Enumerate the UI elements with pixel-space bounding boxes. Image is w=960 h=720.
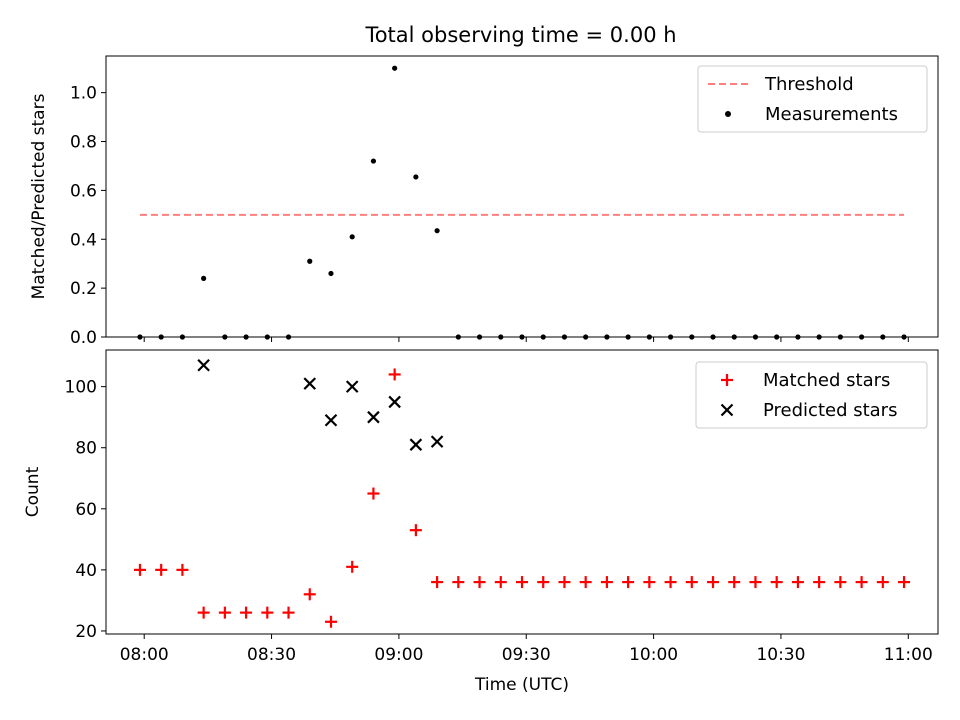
matched-star-point xyxy=(749,576,762,589)
predicted-star-point xyxy=(409,438,423,451)
measurement-point xyxy=(201,275,207,281)
legend-matched-swatch xyxy=(721,374,733,386)
matched-star-point xyxy=(728,576,741,589)
measurement-point xyxy=(370,158,377,164)
predicted-star-point xyxy=(430,435,444,448)
measurement-point xyxy=(413,174,419,180)
predicted-star-point xyxy=(197,358,210,372)
bottom-axes-frame xyxy=(105,349,939,635)
matched-star-point xyxy=(579,576,592,589)
top-y-tick-label: 0.6 xyxy=(70,181,97,201)
legend-predicted-marker xyxy=(720,403,734,417)
bottom-y-tick-label: 100 xyxy=(65,378,97,398)
x-tick-label: 09:30 xyxy=(502,645,551,665)
matched-star-point xyxy=(218,606,231,619)
matched-star-point xyxy=(834,576,847,589)
matched-star-point xyxy=(664,576,677,589)
matched-star-point xyxy=(685,576,698,589)
legend-matched-marker xyxy=(721,374,733,386)
matched-star-point xyxy=(367,487,380,500)
matched-star-point xyxy=(324,615,337,628)
predicted-star-point xyxy=(324,413,338,427)
matched-star-point xyxy=(622,576,635,589)
x-tick-label: 11:00 xyxy=(884,645,933,665)
matched-star-point xyxy=(303,588,316,601)
measurement-point xyxy=(307,258,313,264)
x-tick-label: 09:00 xyxy=(374,645,423,665)
top-y-axis-label: Matched/Predicted stars xyxy=(29,93,49,299)
matched-star-point xyxy=(516,576,528,589)
bottom-y-tick-label: 60 xyxy=(75,500,97,520)
x-tick-label: 08:30 xyxy=(247,645,296,665)
x-axis-label: Time (UTC) xyxy=(474,675,569,695)
matched-star-point xyxy=(282,606,295,619)
matched-star-point xyxy=(155,563,168,576)
measurement-point xyxy=(392,65,398,71)
matched-star-point xyxy=(176,563,189,576)
matched-star-point xyxy=(388,368,401,381)
legend-threshold-label: Threshold xyxy=(764,74,854,95)
top-axes: 0.0 0.2 0.4 0.6 0.8 1.0 Matched/Predicted sta… xyxy=(29,55,939,348)
legend-measurements-label: Measurements xyxy=(765,104,898,125)
top-legend: Threshold Measurements xyxy=(697,65,928,133)
matched-star-point xyxy=(197,606,210,619)
matched-star-point xyxy=(494,576,507,589)
bottom-legend-frame xyxy=(695,361,928,429)
matched-star-point xyxy=(133,563,146,576)
matched-star-point xyxy=(452,576,465,589)
bottom-y-axis-label: Count xyxy=(23,466,43,517)
bottom-axes: 08:00 08:30 09:00 09:30 10:00 10:30 11:00 20 40… xyxy=(23,349,939,695)
top-y-tick-label: 1.0 xyxy=(70,84,97,104)
measurement-point xyxy=(349,234,355,240)
x-tick-label: 10:30 xyxy=(756,645,805,665)
top-legend-frame xyxy=(697,65,928,133)
matched-star-point xyxy=(558,576,571,589)
matched-star-point xyxy=(855,576,868,589)
matched-star-point xyxy=(813,576,826,589)
matched-star-point xyxy=(431,576,444,589)
top-y-tick-label: 0.2 xyxy=(70,279,97,299)
matched-star-point xyxy=(898,576,911,589)
legend-predicted-label: Predicted stars xyxy=(763,400,897,421)
matched-star-point xyxy=(240,606,253,619)
chart-title: Total observing time = 0.00 h xyxy=(364,23,676,47)
matched-star-point xyxy=(707,576,720,589)
legend-predicted-swatch xyxy=(720,403,734,417)
matched-star-point xyxy=(261,606,274,619)
top-y-tick-label: 0.8 xyxy=(70,133,97,153)
predicted-star-point xyxy=(345,380,359,393)
matched-star-point xyxy=(770,576,783,589)
bottom-y-tick-label: 80 xyxy=(75,439,97,459)
top-axes-frame xyxy=(105,55,939,338)
top-y-tick-label: 0.0 xyxy=(70,328,97,348)
measurement-point xyxy=(434,228,440,234)
matched-star-point xyxy=(409,524,422,537)
predicted-star-point xyxy=(303,377,317,390)
matched-star-point xyxy=(643,576,656,589)
matched-star-point xyxy=(537,576,550,589)
matched-star-point xyxy=(346,560,359,573)
legend-matched-label: Matched stars xyxy=(763,370,890,391)
measurement-point xyxy=(328,270,334,277)
matched-star-point xyxy=(876,576,889,589)
matched-star-point xyxy=(600,576,613,589)
matched-star-point xyxy=(473,576,486,589)
top-y-tick-label: 0.4 xyxy=(70,230,97,250)
legend-measurements-swatch xyxy=(725,111,731,117)
predicted-star-point xyxy=(388,395,401,409)
matched-star-point xyxy=(791,576,804,589)
x-tick-label: 08:00 xyxy=(120,645,169,665)
bottom-legend: Matched stars Predicted stars xyxy=(695,361,928,429)
predicted-star-point xyxy=(367,410,380,424)
bottom-y-tick-label: 20 xyxy=(75,622,97,642)
x-tick-label: 10:00 xyxy=(629,645,678,665)
bottom-y-tick-label: 40 xyxy=(75,561,97,581)
